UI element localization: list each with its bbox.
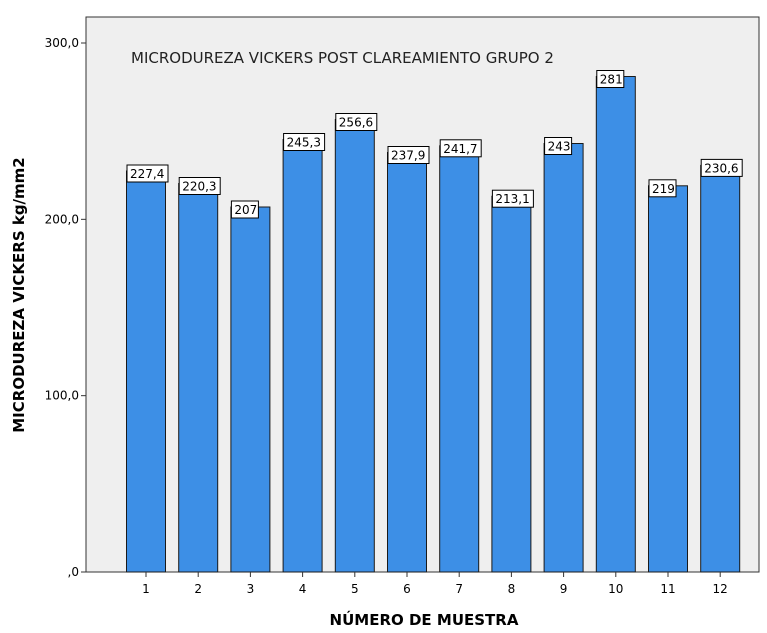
y-tick-label: ,0: [68, 565, 79, 579]
data-label: 230,6: [704, 161, 738, 175]
bar: [178, 183, 219, 573]
chart-title: MICRODUREZA VICKERS POST CLAREAMIENTO GR…: [131, 49, 554, 67]
data-label-box: [439, 139, 482, 158]
data-label: 241,7: [443, 142, 477, 156]
data-label-box: [387, 146, 430, 164]
x-axis-title: NÚMERO DE MUESTRA: [330, 610, 519, 628]
data-label: 281: [600, 73, 623, 87]
data-label: 227,4: [130, 167, 164, 181]
data-label-box: [178, 177, 221, 195]
x-tick-label: 1: [142, 582, 150, 596]
data-label: 243: [548, 140, 571, 154]
bar: [334, 119, 375, 573]
data-label-box: [491, 189, 534, 208]
data-label: 220,3: [182, 180, 216, 194]
y-axis: ,0 100,0 200,0 300,0: [45, 36, 86, 579]
y-tick-label: 300,0: [45, 36, 79, 50]
data-label: 245,3: [287, 136, 321, 150]
x-tick-label: 5: [351, 582, 359, 596]
x-tick-label: 4: [299, 582, 307, 596]
data-label-box: [596, 70, 625, 88]
bar: [126, 170, 166, 573]
bar: [648, 185, 688, 573]
x-tick-label: 8: [508, 582, 516, 596]
y-axis-title: MICRODUREZA VICKERS kg/mm2: [10, 157, 28, 433]
data-label-box: [544, 137, 573, 155]
data-label-box: [648, 179, 677, 198]
data-label: 256,6: [339, 116, 373, 130]
bar: [439, 145, 480, 573]
x-tick-label: 9: [560, 582, 568, 596]
x-tick-label: 11: [660, 582, 675, 596]
bar: [230, 206, 271, 573]
bar: [595, 76, 636, 573]
data-label: 219: [652, 182, 675, 196]
x-tick-label: 10: [608, 582, 623, 596]
data-labels-layer: 227,4 220,3 207 245,3 256,6 237,9 241,7 213,1 24…: [126, 70, 743, 219]
bars-layer: [126, 76, 741, 573]
x-tick-label: 6: [403, 582, 411, 596]
x-tick-label: 12: [713, 582, 728, 596]
bar: [491, 195, 532, 573]
data-label-box: [230, 200, 259, 219]
y-tick-label: 200,0: [45, 212, 79, 226]
data-label: 213,1: [495, 192, 529, 206]
x-axis: 1 2 3 4 5 6 7 8 9 10 11 12: [142, 572, 728, 596]
data-label: 207: [234, 203, 257, 217]
data-label-box: [335, 113, 378, 131]
data-label-box: [700, 158, 743, 177]
x-tick-label: 2: [194, 582, 202, 596]
bar: [700, 164, 741, 573]
data-label-box: [283, 133, 326, 151]
x-tick-label: 7: [455, 582, 463, 596]
bar: [282, 139, 323, 573]
bar: [543, 143, 584, 573]
data-label: 237,9: [391, 149, 425, 163]
bar: [387, 152, 427, 573]
y-tick-label: 100,0: [45, 389, 79, 403]
data-label-box: [126, 164, 169, 183]
x-tick-label: 3: [247, 582, 255, 596]
